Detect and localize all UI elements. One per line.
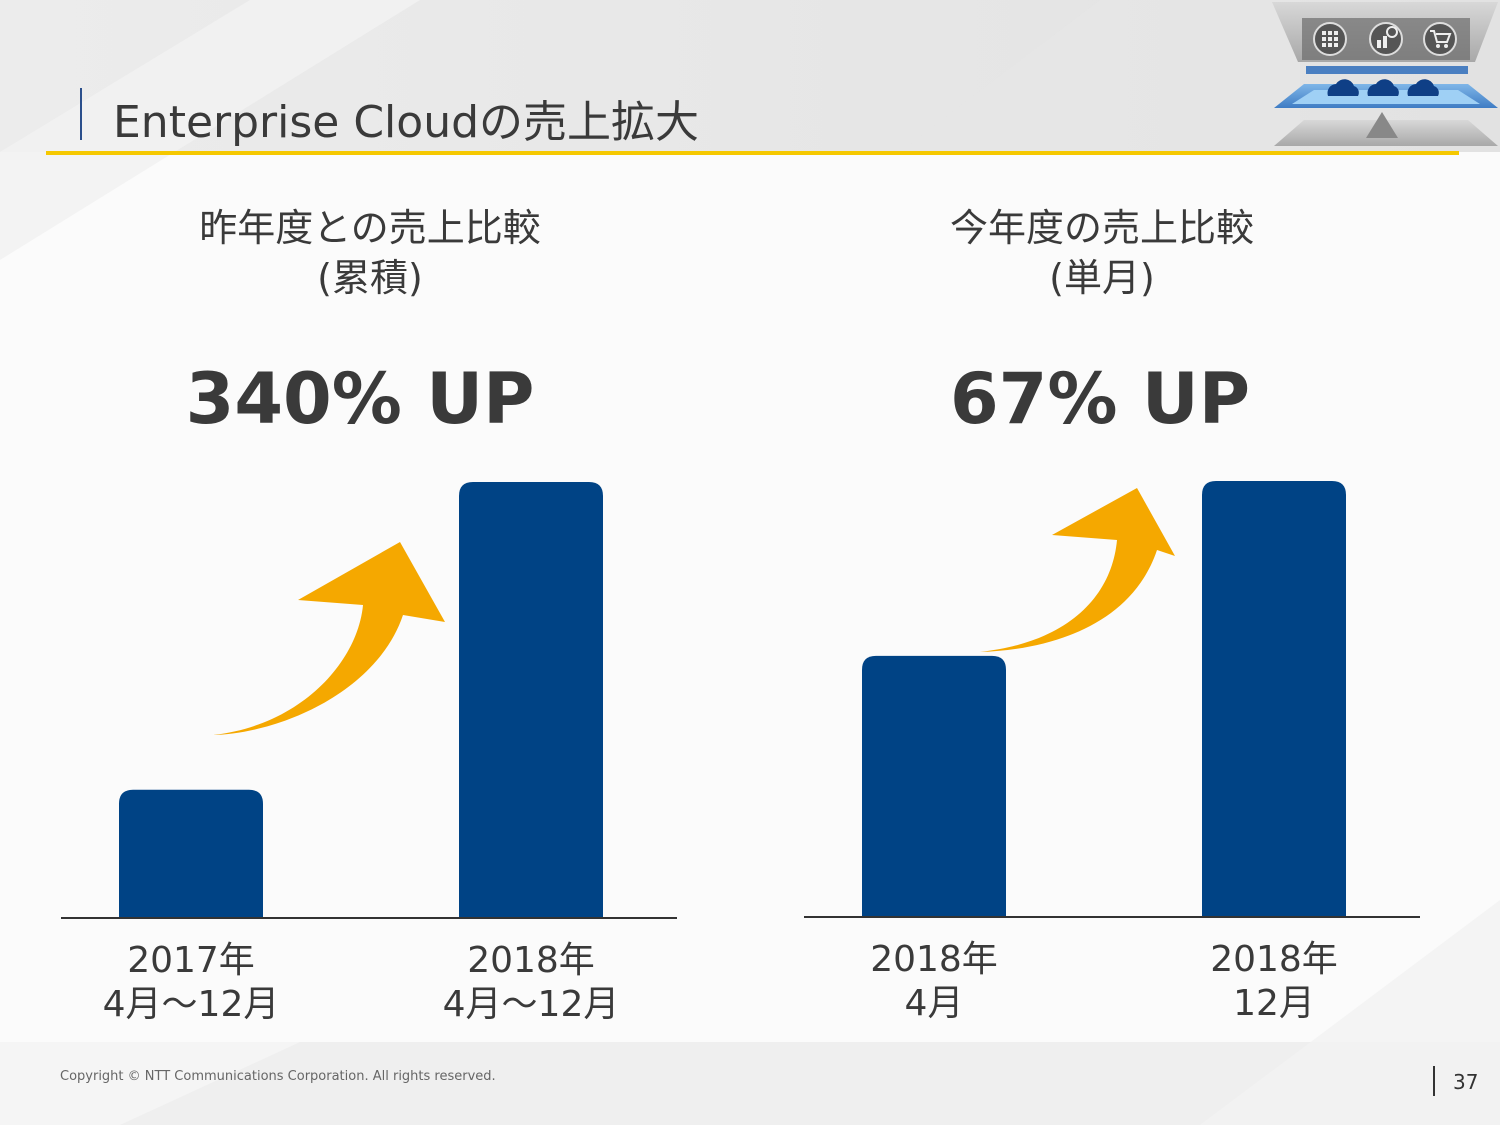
left-chart-tick-label-1-2: 4月〜12月 [103,984,280,1025]
right-chart-tick-label-2-2: 12月 [1233,983,1315,1024]
right-chart-growth-arrow-icon [980,488,1175,652]
left-chart-bar-1 [119,789,263,918]
right-chart-title-line-1: 今年度の売上比較 [949,206,1254,250]
right-chart-headline: 67% UP [949,358,1251,440]
cloud-platform-graphic [1270,0,1500,150]
right-chart-bar-2 [1202,481,1346,917]
left-chart-title: 昨年度との売上比較 (累積) [120,203,620,303]
apps-grid-icon [1313,22,1347,56]
right-chart-title: 今年度の売上比較 (単月) [852,203,1352,303]
analytics-icon [1369,22,1403,56]
right-chart-bar-1 [862,655,1006,917]
right-chart-tick-label-1-2: 4月 [905,983,964,1024]
copyright-text: Copyright © NTT Communications Corporati… [60,1069,496,1084]
page-title: Enterprise Cloudの売上拡大 [113,97,700,148]
cart-icon [1423,22,1457,56]
left-chart-tick-label-1-1: 2017年 [127,940,255,981]
title-underline [46,151,1459,155]
page-number: 37 [1453,1070,1479,1094]
left-chart-title-line-2: (累積) [317,256,423,300]
right-chart-title-line-2: (単月) [1049,256,1155,300]
left-chart-growth-arrow-icon [213,542,445,735]
cloud-icon [1327,79,1439,96]
left-chart-bar-2 [459,482,603,918]
page-number-divider [1433,1066,1435,1096]
left-chart-headline: 340% UP [185,358,535,440]
right-chart-tick-label-1-1: 2018年 [870,939,998,980]
right-chart-tick-label-2-1: 2018年 [1210,939,1338,980]
title-accent-bar [80,88,82,140]
left-chart-title-line-1: 昨年度との売上比較 [199,206,541,250]
left-chart-tick-label-2-1: 2018年 [467,940,595,981]
left-chart-tick-label-2-2: 4月〜12月 [443,984,620,1025]
